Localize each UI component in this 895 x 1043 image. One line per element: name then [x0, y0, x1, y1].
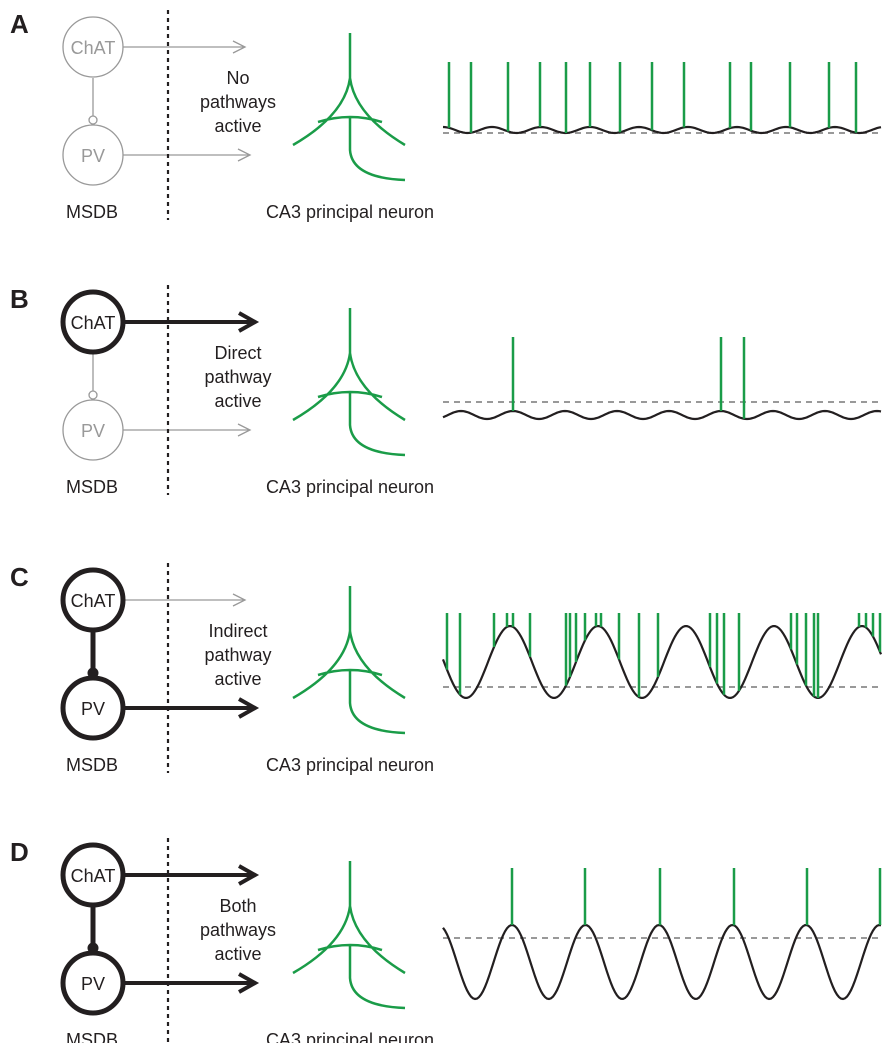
panel: B ChAT PV Direct pathway active MSDB CA3 princi… — [10, 284, 882, 497]
caption: active — [214, 391, 261, 411]
chat-label: ChAT — [71, 38, 116, 58]
neuron — [293, 861, 405, 1008]
caption: pathway — [204, 367, 271, 387]
panel-label: B — [10, 284, 29, 314]
membrane-trace — [443, 626, 881, 698]
panel: C ChAT PV Indirect pathway active MSDB CA3 prin… — [10, 562, 882, 775]
caption: active — [214, 669, 261, 689]
pv-label: PV — [81, 699, 105, 719]
target-label: CA3 principal neuron — [266, 1030, 434, 1043]
pv-label: PV — [81, 974, 105, 994]
region-label: MSDB — [66, 1030, 118, 1043]
panel-label: C — [10, 562, 29, 592]
membrane-trace — [443, 925, 881, 999]
membrane-trace — [443, 411, 881, 419]
neuron — [293, 308, 405, 455]
panel-label: D — [10, 837, 29, 867]
target-label: CA3 principal neuron — [266, 477, 434, 497]
caption: No — [226, 68, 249, 88]
region-label: MSDB — [66, 755, 118, 775]
neuron — [293, 33, 405, 180]
synapse — [89, 116, 97, 124]
pv-label: PV — [81, 146, 105, 166]
chat-label: ChAT — [71, 866, 116, 886]
chat-label: ChAT — [71, 313, 116, 333]
caption: Indirect — [208, 621, 267, 641]
panel-label: A — [10, 9, 29, 39]
caption: pathways — [200, 920, 276, 940]
pv-label: PV — [81, 421, 105, 441]
region-label: MSDB — [66, 477, 118, 497]
chat-label: ChAT — [71, 591, 116, 611]
panel: D ChAT PV Both pathways active MSDB CA3 princip… — [10, 837, 882, 1043]
panel: A ChAT PV No pathways active MSDB CA3 principal… — [10, 9, 882, 222]
caption: Both — [219, 896, 256, 916]
caption: active — [214, 944, 261, 964]
caption: pathways — [200, 92, 276, 112]
figure: A ChAT PV No pathways active MSDB CA3 principal… — [0, 0, 895, 1043]
target-label: CA3 principal neuron — [266, 755, 434, 775]
region-label: MSDB — [66, 202, 118, 222]
caption: Direct — [214, 343, 261, 363]
caption: active — [214, 116, 261, 136]
synapse — [89, 391, 97, 399]
neuron — [293, 586, 405, 733]
target-label: CA3 principal neuron — [266, 202, 434, 222]
caption: pathway — [204, 645, 271, 665]
